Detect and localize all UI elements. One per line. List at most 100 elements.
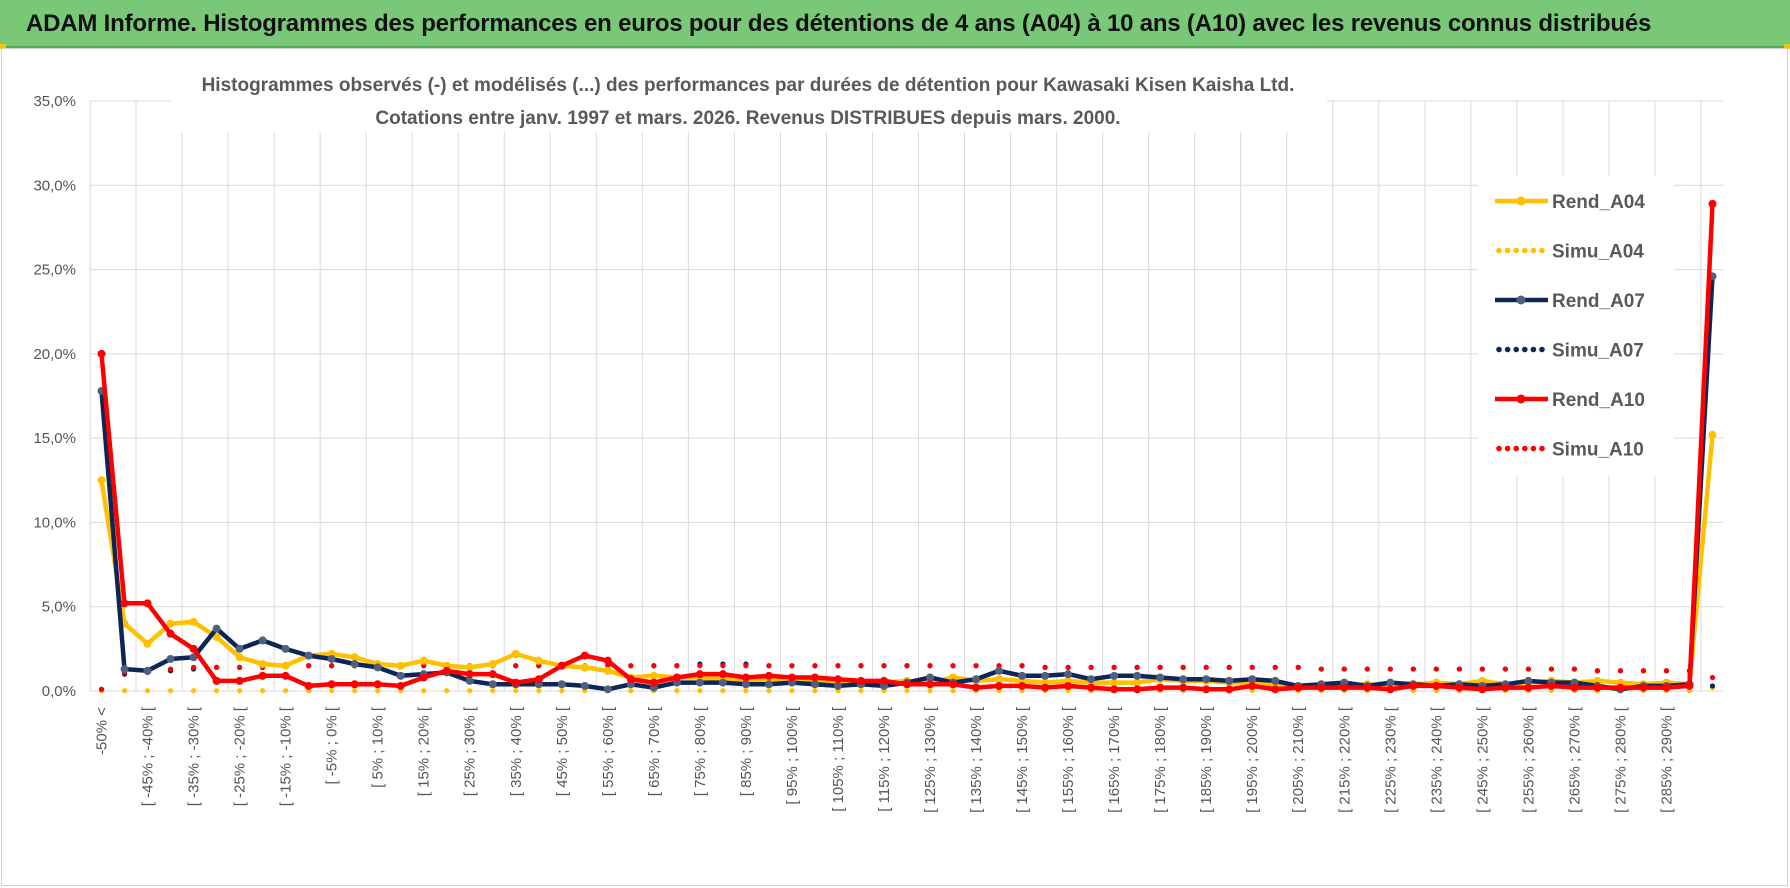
point-Simu_A04: [674, 688, 680, 694]
legend-item-Simu_A07: Simu_A07: [1496, 341, 1644, 362]
x-tick-label: [ 95% ; 100% [: [784, 706, 801, 804]
point-Simu_A10: [1410, 666, 1416, 672]
chart-frame: [1, 48, 1788, 886]
point-Simu_A10: [329, 663, 335, 669]
point-Rend_A07: [488, 680, 497, 689]
point-Rend_A04: [995, 675, 1004, 684]
legend-swatch-dot: [1513, 247, 1519, 254]
point-Rend_A04: [97, 476, 106, 485]
point-Rend_A10: [695, 670, 704, 679]
point-Rend_A10: [442, 666, 451, 675]
point-Rend_A07: [1018, 671, 1027, 680]
point-Rend_A07: [741, 680, 750, 689]
point-Rend_A10: [626, 675, 635, 684]
point-Rend_A10: [1455, 683, 1464, 692]
point-Simu_A10: [1548, 666, 1554, 672]
point-Rend_A10: [488, 670, 497, 679]
point-Rend_A10: [879, 676, 888, 685]
point-Simu_A10: [213, 664, 220, 671]
legend-background: [1478, 176, 1674, 476]
point-Simu_A04: [444, 688, 450, 694]
point-Rend_A10: [1110, 685, 1119, 694]
point-Rend_A04: [1708, 430, 1717, 439]
point-Rend_A04: [580, 663, 589, 672]
point-Rend_A10: [304, 681, 313, 690]
point-Rend_A10: [764, 671, 773, 680]
point-Rend_A10: [972, 683, 981, 692]
point-Rend_A10: [1179, 683, 1188, 692]
x-tick-label: [ -25% ; -20% [: [232, 706, 249, 806]
point-Rend_A10: [787, 673, 796, 682]
legend-swatch-dot: [1513, 346, 1519, 353]
x-tick-label: [ 75% ; 80% [: [692, 706, 709, 796]
point-Rend_A07: [810, 680, 819, 689]
point-Simu_A10: [1295, 664, 1301, 671]
point-Simu_A10: [1525, 666, 1531, 672]
point-Simu_A10: [697, 663, 703, 669]
point-Rend_A07: [1271, 676, 1280, 685]
point-Rend_A07: [972, 675, 981, 684]
point-Simu_A04: [812, 688, 818, 694]
y-axis-ticks: 0,0% 5,0% 10,0% 15,0% 20,0% 25,0% 30,0% 35,0%: [33, 93, 76, 700]
point-Rend_A07: [1225, 676, 1234, 685]
point-Simu_A10: [190, 664, 197, 671]
point-Rend_A07: [926, 673, 935, 682]
point-Simu_A10: [1479, 666, 1485, 672]
x-tick-label: [ -15% ; -10% [: [278, 706, 295, 806]
point-Rend_A10: [396, 681, 405, 690]
point-Simu_A10: [236, 664, 243, 671]
legend-item-Rend_A04: Rend_A04: [1495, 192, 1645, 213]
point-Simu_A04: [329, 688, 335, 694]
point-Rend_A07: [235, 644, 244, 653]
point-Simu_A10: [306, 663, 312, 669]
y-tick-label: 0,0%: [42, 683, 76, 700]
point-Rend_A07: [557, 680, 566, 689]
banner-corner-right: [1784, 44, 1790, 49]
point-Rend_A10: [1317, 683, 1326, 692]
point-Simu_A10: [628, 663, 634, 669]
point-Rend_A10: [856, 676, 865, 685]
point-Rend_A07: [764, 680, 773, 689]
point-Rend_A07: [1041, 671, 1050, 680]
point-Simu_A04: [421, 688, 427, 694]
point-Simu_A10: [1663, 668, 1670, 674]
legend-label: Rend_A10: [1552, 390, 1645, 411]
point-Simu_A04: [490, 688, 496, 694]
point-Rend_A10: [1018, 681, 1027, 690]
legend-swatch-dot: [1522, 247, 1528, 254]
point-Rend_A10: [1225, 685, 1234, 694]
point-Rend_A10: [741, 673, 750, 682]
point-Rend_A07: [143, 666, 152, 675]
point-Rend_A10: [258, 671, 267, 680]
point-Simu_A10: [812, 663, 818, 669]
point-Rend_A10: [995, 681, 1004, 690]
point-Rend_A07: [1524, 676, 1533, 685]
point-Simu_A04: [743, 688, 749, 694]
y-tick-label: 15,0%: [33, 430, 76, 447]
point-Rend_A10: [281, 671, 290, 680]
x-tick-label: [ 225% ; 230% [: [1382, 706, 1399, 813]
x-tick-label: [ -5% ; 0% [: [324, 706, 341, 784]
point-Rend_A10: [580, 651, 589, 660]
point-Rend_A04: [1133, 678, 1142, 687]
point-Rend_A07: [580, 681, 589, 690]
point-Simu_A04: [190, 688, 197, 694]
x-tick-label: [ 135% ; 140% [: [968, 706, 985, 813]
point-Simu_A10: [835, 663, 841, 669]
point-Rend_A04: [396, 661, 405, 670]
point-Rend_A10: [1409, 681, 1418, 690]
point-Rend_A10: [1616, 683, 1625, 692]
point-Simu_A10: [1134, 664, 1140, 671]
x-tick-label: [ 185% ; 190% [: [1198, 706, 1215, 813]
x-tick-label: [ 55% ; 60% [: [600, 706, 617, 796]
x-tick-label: [ 205% ; 210% [: [1290, 706, 1307, 813]
point-Rend_A10: [1639, 683, 1648, 692]
x-tick-label: [ 215% ; 220% [: [1336, 706, 1353, 813]
point-Simu_A10: [1019, 663, 1025, 669]
point-Rend_A04: [235, 653, 244, 662]
point-Rend_A04: [465, 663, 474, 672]
report-banner: ADAM Informe. Histogrammes des performan…: [0, 0, 1790, 48]
x-tick-label: [ 85% ; 90% [: [738, 706, 755, 796]
point-Simu_A10: [1065, 664, 1071, 671]
x-tick-label: [ -35% ; -30% [: [186, 706, 203, 806]
